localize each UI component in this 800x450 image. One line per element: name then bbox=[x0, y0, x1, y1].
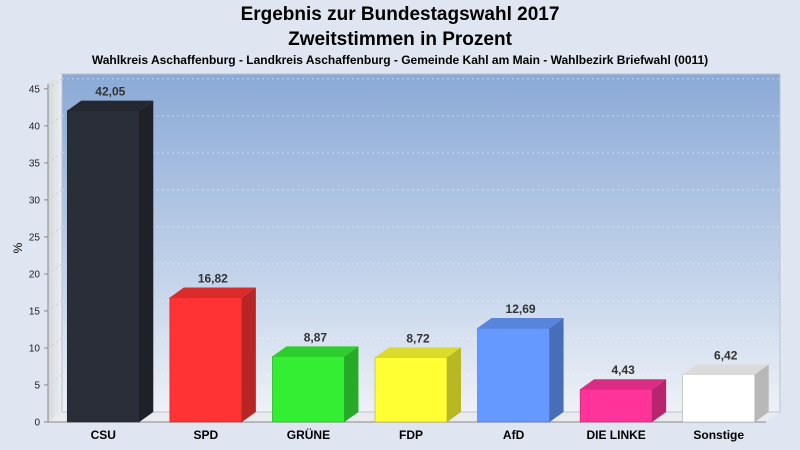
bar-side bbox=[652, 379, 667, 422]
x-tick-label: Sonstige bbox=[693, 428, 744, 442]
chart-title: Ergebnis zur Bundestagswahl 2017 bbox=[240, 4, 560, 25]
bar-value-label: 16,82 bbox=[198, 271, 228, 285]
bar bbox=[477, 327, 550, 423]
bar-top bbox=[67, 100, 154, 111]
bar bbox=[579, 388, 653, 423]
left-wall bbox=[48, 74, 62, 422]
y-tick-label: 30 bbox=[29, 195, 41, 206]
y-axis-label: % bbox=[11, 242, 25, 253]
x-tick-label: AfD bbox=[503, 428, 525, 442]
x-tick-label: DIE LINKE bbox=[586, 428, 645, 442]
y-tick-label: 20 bbox=[29, 269, 41, 280]
x-tick-label: GRÜNE bbox=[287, 427, 330, 442]
y-tick-label: 35 bbox=[29, 158, 41, 169]
bar bbox=[374, 357, 448, 423]
bar-top bbox=[272, 346, 359, 357]
bar-top bbox=[375, 347, 461, 358]
chart-location-subtitle: Wahlkreis Aschaffenburg - Landkreis Asch… bbox=[91, 53, 709, 67]
bar-value-label: 42,05 bbox=[95, 85, 125, 99]
bar-side bbox=[549, 318, 564, 422]
bar bbox=[682, 374, 756, 423]
x-tick-label: CSU bbox=[91, 428, 116, 442]
y-tick-label: 40 bbox=[29, 121, 41, 132]
bar bbox=[272, 356, 345, 423]
bar bbox=[169, 297, 243, 423]
y-tick-label: 5 bbox=[34, 380, 40, 391]
bar-side bbox=[447, 347, 461, 422]
bar-value-label: 12,69 bbox=[506, 302, 536, 316]
x-tick-label: FDP bbox=[399, 428, 423, 442]
x-tick-label: SPD bbox=[194, 428, 219, 442]
bar-value-label: 4,43 bbox=[611, 363, 635, 377]
bar-top bbox=[580, 379, 667, 390]
bar bbox=[66, 110, 140, 423]
bar-side bbox=[139, 100, 154, 422]
bar-top bbox=[169, 287, 256, 298]
y-tick-label: 45 bbox=[29, 84, 41, 95]
bar-side bbox=[754, 364, 769, 422]
bar-side bbox=[344, 346, 359, 422]
bar-value-label: 8,87 bbox=[304, 330, 328, 344]
y-tick-label: 25 bbox=[29, 232, 41, 243]
bar-value-label: 8,72 bbox=[406, 331, 430, 345]
y-tick-label: 0 bbox=[34, 418, 40, 429]
bar-value-label: 6,42 bbox=[714, 348, 738, 362]
y-tick-label: 10 bbox=[29, 343, 41, 354]
bar-top bbox=[477, 318, 564, 329]
y-tick-label: 15 bbox=[29, 306, 41, 317]
bar-top bbox=[682, 364, 769, 375]
chart-subtitle: Zweitstimmen in Prozent bbox=[288, 29, 512, 50]
bar-side bbox=[241, 287, 256, 422]
